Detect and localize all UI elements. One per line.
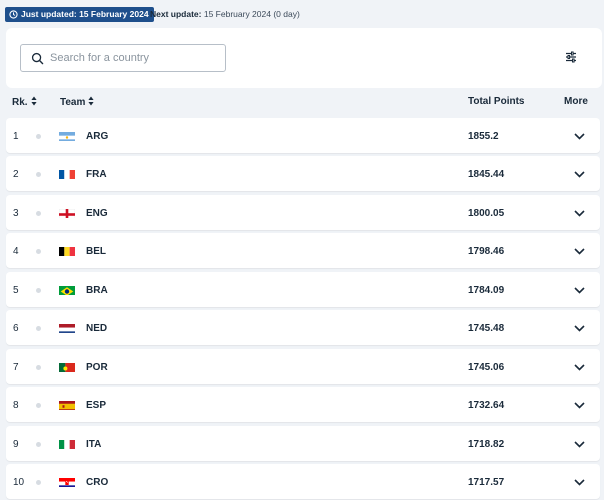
points-header: Total Points bbox=[468, 96, 524, 107]
table-row[interactable]: 10 CRO 1717.57 bbox=[6, 464, 600, 499]
rank-change-indicator bbox=[36, 403, 41, 408]
team-cell: ITA bbox=[86, 439, 102, 450]
table-row[interactable]: 8 ESP 1732.64 bbox=[6, 387, 600, 422]
just-updated-text: Just updated: 15 February 2024 bbox=[21, 9, 149, 19]
chevron-down-icon[interactable] bbox=[572, 476, 586, 488]
chevron-down-icon[interactable] bbox=[572, 438, 586, 450]
chevron-down-icon[interactable] bbox=[572, 130, 586, 142]
flag-portugal bbox=[59, 361, 75, 372]
team-cell: POR bbox=[86, 362, 108, 373]
next-update: Next update: 15 February 2024 (0 day) bbox=[150, 7, 300, 22]
more-header: More bbox=[564, 96, 588, 107]
team-cell: ENG bbox=[86, 208, 108, 219]
chevron-down-icon[interactable] bbox=[572, 168, 586, 180]
team-cell: ARG bbox=[86, 131, 109, 142]
flag-croatia bbox=[59, 476, 75, 487]
points-cell: 1745.48 bbox=[468, 323, 505, 334]
table-row[interactable]: 4 BEL 1798.46 bbox=[6, 233, 600, 268]
team-cell: FRA bbox=[86, 169, 107, 180]
rank-change-indicator bbox=[36, 326, 41, 331]
just-updated-badge: Just updated: 15 February 2024 bbox=[5, 7, 154, 22]
chevron-down-icon[interactable] bbox=[572, 207, 586, 219]
team-cell: BEL bbox=[86, 246, 106, 257]
team-cell: ESP bbox=[86, 400, 107, 411]
team-header[interactable]: Team bbox=[60, 96, 94, 109]
points-cell: 1784.09 bbox=[468, 285, 505, 296]
rank-header[interactable]: Rk. bbox=[12, 96, 37, 109]
update-bar: Just updated: 15 February 2024 Next upda… bbox=[0, 0, 604, 28]
table-header: Rk. Team Total Points More bbox=[0, 88, 604, 114]
table-row[interactable]: 3 ENG 1800.05 bbox=[6, 195, 600, 230]
next-update-label: Next update: bbox=[150, 9, 202, 19]
points-cell: 1745.06 bbox=[468, 362, 505, 373]
points-cell: 1845.44 bbox=[468, 169, 505, 180]
points-cell: 1798.46 bbox=[468, 246, 505, 257]
rank-cell: 4 bbox=[13, 246, 19, 257]
team-header-label: Team bbox=[60, 97, 86, 108]
rank-cell: 5 bbox=[13, 285, 19, 296]
rank-change-indicator bbox=[36, 249, 41, 254]
rank-cell: 10 bbox=[13, 477, 25, 488]
chevron-down-icon[interactable] bbox=[572, 322, 586, 334]
team-cell: NED bbox=[86, 323, 108, 334]
rank-cell: 3 bbox=[13, 208, 19, 219]
team-cell: CRO bbox=[86, 477, 109, 488]
flag-italy bbox=[59, 438, 75, 449]
points-cell: 1800.05 bbox=[468, 208, 505, 219]
sort-icon[interactable] bbox=[30, 96, 37, 109]
flag-spain bbox=[59, 399, 75, 410]
flag-england bbox=[59, 207, 75, 218]
rank-change-indicator bbox=[36, 442, 41, 447]
flag-brazil bbox=[59, 284, 75, 295]
table-row[interactable]: 9 ITA 1718.82 bbox=[6, 426, 600, 461]
rank-change-indicator bbox=[36, 288, 41, 293]
rank-cell: 8 bbox=[13, 400, 19, 411]
points-header-label: Total Points bbox=[468, 96, 525, 107]
points-cell: 1718.82 bbox=[468, 439, 505, 450]
table-row[interactable]: 5 BRA 1784.09 bbox=[6, 272, 600, 307]
flag-france bbox=[59, 168, 75, 179]
chevron-down-icon[interactable] bbox=[572, 245, 586, 257]
rank-change-indicator bbox=[36, 365, 41, 370]
table-row[interactable]: 1 ARG 1855.2 bbox=[6, 118, 600, 153]
chevron-down-icon[interactable] bbox=[572, 399, 586, 411]
chevron-down-icon[interactable] bbox=[572, 361, 586, 373]
points-cell: 1855.2 bbox=[468, 131, 499, 142]
filter-icon[interactable] bbox=[564, 50, 578, 64]
search-panel bbox=[6, 28, 602, 88]
flag-netherlands bbox=[59, 322, 75, 333]
points-cell: 1732.64 bbox=[468, 400, 505, 411]
clock-icon bbox=[9, 10, 18, 19]
sort-icon[interactable] bbox=[88, 96, 94, 109]
rank-cell: 1 bbox=[13, 131, 19, 142]
rank-change-indicator bbox=[36, 134, 41, 139]
search-box[interactable] bbox=[20, 44, 226, 72]
table-row[interactable]: 2 FRA 1845.44 bbox=[6, 156, 600, 191]
search-input[interactable] bbox=[50, 52, 200, 64]
rank-header-label: Rk. bbox=[12, 97, 28, 108]
team-cell: BRA bbox=[86, 285, 108, 296]
rank-change-indicator bbox=[36, 480, 41, 485]
rank-change-indicator bbox=[36, 172, 41, 177]
next-update-value: 15 February 2024 (0 day) bbox=[203, 9, 300, 19]
rank-cell: 9 bbox=[13, 439, 19, 450]
rank-cell: 2 bbox=[13, 169, 19, 180]
table-row[interactable]: 7 POR 1745.06 bbox=[6, 349, 600, 384]
search-icon bbox=[31, 52, 44, 65]
table-row[interactable]: 6 NED 1745.48 bbox=[6, 310, 600, 345]
chevron-down-icon[interactable] bbox=[572, 284, 586, 296]
rank-cell: 6 bbox=[13, 323, 19, 334]
points-cell: 1717.57 bbox=[468, 477, 505, 488]
rank-cell: 7 bbox=[13, 362, 19, 373]
flag-belgium bbox=[59, 245, 75, 256]
rank-change-indicator bbox=[36, 211, 41, 216]
more-header-label: More bbox=[564, 96, 588, 107]
flag-argentina bbox=[59, 130, 75, 141]
